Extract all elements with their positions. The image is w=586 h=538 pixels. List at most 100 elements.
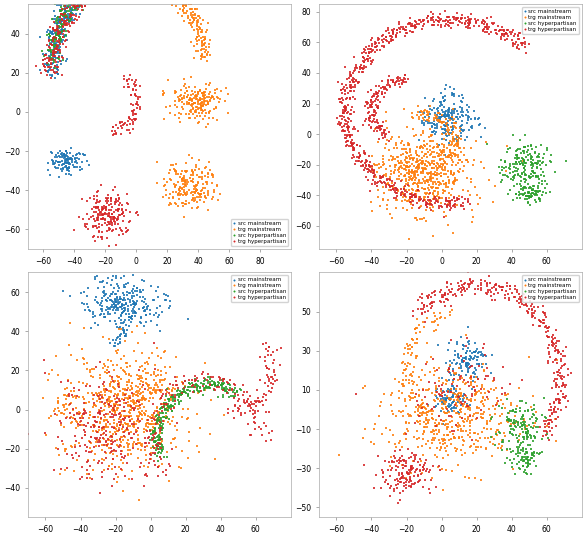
Point [240,398,249,406]
Point [376,174,386,182]
Point [442,405,452,414]
Point [120,283,130,292]
Point [472,360,482,369]
Point [496,25,505,34]
Point [84,457,93,465]
Point [53,399,63,407]
Point [96,398,105,406]
Point [493,289,503,298]
Point [54,30,63,38]
Point [215,95,224,103]
Point [381,117,390,125]
Point [219,378,229,387]
Point [101,426,110,435]
Point [556,350,565,358]
Point [116,416,125,424]
Point [104,399,114,408]
Point [205,109,214,118]
Point [441,122,450,130]
Point [72,0,81,2]
Point [393,185,402,194]
Point [64,159,74,168]
Point [182,189,192,198]
Point [415,107,424,116]
Point [479,17,489,25]
Point [529,167,538,175]
Point [449,135,459,144]
Point [521,421,530,429]
Point [407,113,417,122]
Point [156,443,165,452]
Point [183,14,192,23]
Point [425,137,434,146]
Point [114,379,123,388]
Point [171,182,180,191]
Point [348,125,357,134]
Point [449,150,459,159]
Point [155,433,164,442]
Point [127,434,137,443]
Point [413,186,422,194]
Point [182,98,192,107]
Point [450,176,459,185]
Point [501,391,510,400]
Point [463,101,472,109]
Point [111,225,121,233]
Point [423,169,432,178]
Point [98,429,107,438]
Point [505,282,515,291]
Point [171,181,180,189]
Point [433,142,442,151]
Point [424,101,434,110]
Point [106,194,115,203]
Point [145,427,154,435]
Point [89,399,98,408]
Point [203,18,213,27]
Point [141,378,151,387]
Point [55,5,64,14]
Point [520,165,529,174]
Point [479,393,488,402]
Point [129,300,138,308]
Point [417,18,426,26]
Point [71,443,80,451]
Point [389,36,398,45]
Point [550,334,560,342]
Text: (a) Baseline: (a) Baseline [122,278,197,291]
Point [445,179,454,187]
Point [411,174,420,182]
Point [466,422,475,430]
Point [339,112,348,121]
Point [500,294,510,302]
Point [523,422,532,430]
Point [57,157,66,165]
Point [133,397,142,406]
Point [373,102,382,110]
Point [57,465,66,473]
Point [471,370,480,378]
Point [431,391,440,400]
Point [153,293,162,301]
Point [346,132,355,141]
Point [419,427,428,436]
Point [162,466,171,475]
Point [410,169,420,178]
Point [399,350,408,359]
Point [168,1,177,9]
Point [158,404,167,412]
Point [366,117,375,126]
Point [120,303,130,312]
Point [46,48,56,56]
Point [557,372,567,381]
Point [437,112,446,121]
Point [527,311,537,320]
Point [357,48,367,57]
Point [556,369,565,378]
Point [108,455,118,464]
Point [47,30,56,38]
Point [445,151,455,159]
Point [54,29,63,38]
Point [143,381,152,390]
Point [122,226,132,235]
Point [522,424,531,433]
